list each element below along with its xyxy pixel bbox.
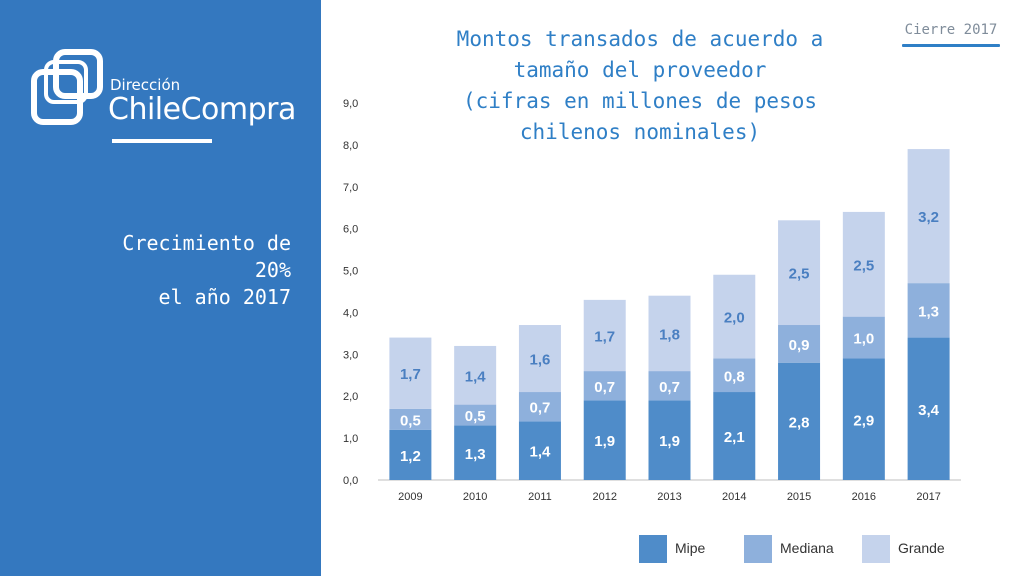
bar-mipe — [778, 362, 821, 480]
bar-mediana — [778, 325, 821, 363]
chart-title-line-2: tamaño del proveedor — [513, 58, 767, 82]
legend-label-grande: Grande — [898, 540, 945, 556]
bar-mipe — [842, 358, 885, 480]
bar-mediana — [648, 371, 691, 401]
bar-grande — [454, 345, 497, 405]
brand-underline — [112, 139, 212, 143]
legend-swatch-mediana — [744, 535, 772, 563]
x-tick-label: 2010 — [463, 491, 487, 503]
bar-grande — [713, 274, 756, 359]
bar-mediana — [907, 283, 950, 338]
data-label: 1,3 — [918, 303, 939, 320]
y-tick-label: 6,0 — [343, 224, 358, 236]
data-label: 2,5 — [853, 257, 874, 274]
legend-swatch-mipe — [639, 535, 667, 563]
data-label: 1,0 — [853, 331, 874, 348]
data-label: 0,9 — [789, 337, 810, 354]
data-label: 2,8 — [789, 414, 810, 431]
data-label: 2,9 — [853, 412, 874, 429]
bar-grande — [648, 295, 691, 372]
x-tick-label: 2013 — [657, 491, 681, 503]
legend-swatch-grande — [862, 535, 890, 563]
brand-line1: Dirección — [110, 76, 181, 94]
headline-line-1: Crecimiento de — [122, 231, 291, 255]
y-tick-label: 0,0 — [343, 475, 358, 487]
data-label: 1,4 — [530, 444, 552, 461]
chart-title-line-1: Montos transados de acuerdo a — [456, 27, 824, 51]
data-label: 0,8 — [724, 368, 745, 385]
growth-headline: Crecimiento de 20% el año 2017 — [31, 230, 291, 311]
bar-grande — [907, 149, 950, 284]
bar-grande — [778, 220, 821, 326]
data-label: 2,1 — [724, 429, 745, 446]
bar-mipe — [389, 429, 432, 480]
data-label: 0,5 — [400, 412, 421, 429]
y-tick-label: 5,0 — [343, 266, 358, 278]
data-label: 1,4 — [465, 368, 487, 385]
data-label: 1,9 — [659, 433, 680, 450]
x-tick-label: 2012 — [592, 491, 616, 503]
data-label: 3,4 — [918, 402, 940, 419]
x-tick-label: 2014 — [722, 491, 746, 503]
chilecompra-logo-icon — [31, 49, 103, 125]
y-tick-label: 1,0 — [343, 433, 358, 445]
bar-mediana — [713, 358, 756, 393]
chart-title-line-4: chilenos nominales) — [519, 120, 761, 144]
brand-line2: ChileCompra — [108, 92, 296, 127]
headline-line-3: el año 2017 — [158, 285, 291, 309]
y-tick-label: 9,0 — [343, 98, 358, 110]
data-label: 1,7 — [400, 366, 421, 383]
bar-mediana — [454, 404, 497, 426]
bar-mediana — [389, 408, 432, 430]
data-label: 2,0 — [724, 310, 745, 327]
bar-mediana — [842, 316, 885, 359]
legend-label-mipe: Mipe — [675, 540, 706, 556]
headline-line-2: 20% — [254, 258, 291, 282]
data-label: 0,5 — [465, 408, 486, 425]
bar-mipe — [583, 400, 626, 480]
y-tick-label: 2,0 — [343, 391, 358, 403]
bar-mipe — [648, 400, 691, 480]
data-label: 1,7 — [594, 328, 615, 345]
x-tick-label: 2015 — [787, 491, 811, 503]
bar-grande — [842, 211, 885, 317]
data-label: 0,7 — [659, 379, 680, 396]
period-badge: Cierre 2017 — [904, 22, 998, 38]
bar-mipe — [454, 425, 497, 480]
bar-mipe — [713, 392, 756, 480]
x-tick-label: 2011 — [528, 491, 552, 503]
bar-mediana — [518, 392, 561, 422]
y-tick-label: 8,0 — [343, 140, 358, 152]
x-tick-label: 2017 — [916, 491, 940, 503]
bar-grande — [518, 325, 561, 393]
data-label: 1,3 — [465, 446, 486, 463]
bar-grande — [583, 299, 626, 372]
data-label: 3,2 — [918, 209, 939, 226]
legend-label-mediana: Mediana — [780, 540, 834, 556]
bar-grande — [389, 337, 432, 409]
data-label: 0,7 — [530, 400, 551, 417]
bar-mipe — [518, 421, 561, 480]
stacked-bar-chart: 0,0 1,0 2,0 3,0 4,0 5,0 6,0 7,0 8,0 9,0 1,2 0,5 1,7 2… — [343, 98, 961, 563]
data-label: 2,5 — [789, 266, 810, 283]
x-tick-label: 2009 — [398, 491, 422, 503]
data-label: 0,7 — [594, 379, 615, 396]
bar-mipe — [907, 337, 950, 480]
y-tick-label: 3,0 — [343, 349, 358, 361]
chart-title: Montos transados de acuerdo a tamaño del… — [400, 24, 880, 148]
data-label: 1,2 — [400, 448, 421, 465]
data-label: 1,6 — [530, 352, 551, 369]
y-tick-label: 4,0 — [343, 307, 358, 319]
chart-title-line-3: (cifras en millones de pesos — [462, 89, 817, 113]
data-label: 1,9 — [594, 433, 615, 450]
data-label: 1,8 — [659, 326, 680, 343]
y-tick-label: 7,0 — [343, 182, 358, 194]
bar-mediana — [583, 371, 626, 401]
sidebar-panel: Dirección ChileCompra Crecimiento de 20%… — [0, 0, 321, 576]
period-badge-underline — [902, 44, 1000, 47]
x-tick-label: 2016 — [852, 491, 876, 503]
